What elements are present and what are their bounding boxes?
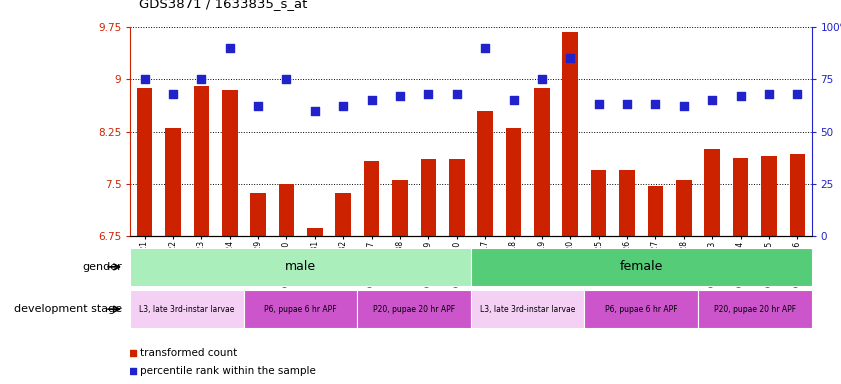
Point — [648, 101, 662, 108]
Point — [167, 91, 180, 97]
Bar — [449, 159, 464, 236]
Text: percentile rank within the sample: percentile rank within the sample — [140, 366, 315, 376]
Point — [734, 93, 748, 99]
Bar — [478, 111, 493, 236]
Text: P20, pupae 20 hr APF: P20, pupae 20 hr APF — [714, 305, 796, 314]
Bar — [251, 193, 266, 236]
Point — [251, 103, 265, 109]
Bar — [244, 290, 357, 328]
Text: transformed count: transformed count — [140, 348, 237, 358]
Point — [421, 91, 435, 97]
Text: male: male — [285, 260, 316, 273]
Text: P6, pupae 6 hr APF: P6, pupae 6 hr APF — [605, 305, 678, 314]
Point — [223, 45, 236, 51]
Bar — [705, 149, 720, 236]
Bar — [130, 248, 471, 286]
Point — [126, 367, 140, 374]
Bar — [761, 156, 777, 236]
Point — [126, 349, 140, 356]
Bar — [392, 180, 408, 236]
Bar — [130, 290, 244, 328]
Text: GDS3871 / 1633835_s_at: GDS3871 / 1633835_s_at — [139, 0, 307, 10]
Text: female: female — [620, 260, 663, 273]
Bar — [222, 90, 237, 236]
Bar — [619, 170, 635, 236]
Bar — [733, 158, 748, 236]
Bar — [698, 290, 812, 328]
Bar — [676, 180, 691, 236]
Point — [706, 97, 719, 103]
Bar — [471, 290, 584, 328]
Bar — [357, 290, 471, 328]
Point — [138, 76, 151, 82]
Point — [194, 76, 208, 82]
Point — [365, 97, 378, 103]
Bar — [591, 170, 606, 236]
Bar — [790, 154, 805, 236]
Bar — [648, 186, 664, 236]
Point — [507, 97, 521, 103]
Text: gender: gender — [82, 262, 122, 272]
Bar — [563, 32, 578, 236]
Bar — [471, 248, 812, 286]
Text: development stage: development stage — [13, 304, 122, 314]
Point — [791, 91, 804, 97]
Point — [336, 103, 350, 109]
Point — [308, 108, 321, 114]
Bar — [420, 159, 436, 236]
Text: P6, pupae 6 hr APF: P6, pupae 6 hr APF — [264, 305, 337, 314]
Bar — [278, 184, 294, 236]
Text: P20, pupae 20 hr APF: P20, pupae 20 hr APF — [373, 305, 455, 314]
Text: L3, late 3rd-instar larvae: L3, late 3rd-instar larvae — [140, 305, 235, 314]
Point — [592, 101, 606, 108]
Point — [677, 103, 690, 109]
Bar — [364, 161, 379, 236]
Bar — [584, 290, 698, 328]
Bar — [307, 228, 323, 236]
Bar — [137, 88, 152, 236]
Bar — [534, 88, 550, 236]
Point — [450, 91, 463, 97]
Text: L3, late 3rd-instar larvae: L3, late 3rd-instar larvae — [480, 305, 575, 314]
Point — [394, 93, 407, 99]
Point — [762, 91, 775, 97]
Point — [479, 45, 492, 51]
Bar — [505, 128, 521, 236]
Bar — [193, 86, 209, 236]
Point — [621, 101, 634, 108]
Bar — [165, 128, 181, 236]
Bar — [336, 193, 351, 236]
Point — [563, 55, 577, 61]
Point — [280, 76, 294, 82]
Point — [535, 76, 548, 82]
